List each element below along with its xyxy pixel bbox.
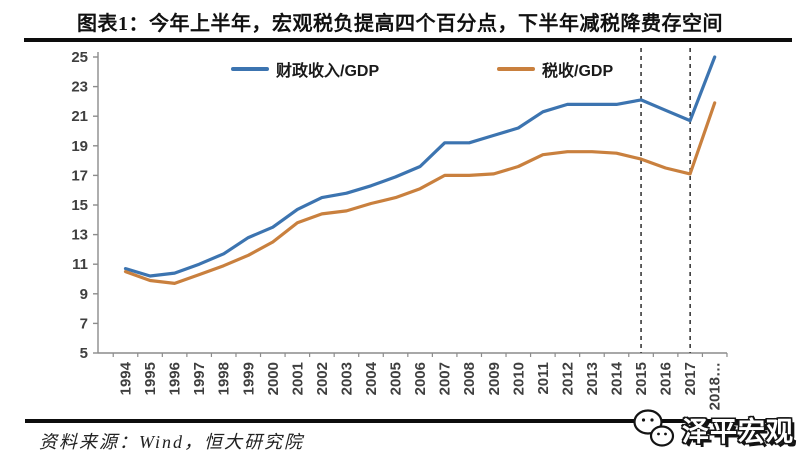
x-tick-label: 1998 xyxy=(216,362,233,395)
x-tick-label: 2018… xyxy=(707,362,724,410)
y-tick-label: 9 xyxy=(80,286,88,303)
x-axis-ticks: 1994 1995 1996 1997 1998 1999 2000 2001 2002 2003… xyxy=(112,353,728,410)
x-tick-label: 2004 xyxy=(363,361,380,395)
y-tick-label: 5 xyxy=(80,345,88,362)
x-tick-label: 2016 xyxy=(658,362,675,395)
x-tick-label: 2011 xyxy=(535,362,552,395)
chart-title: 图表1：今年上半年，宏观税负提高四个百分点，下半年减税降费存空间 xyxy=(77,13,723,35)
wechat-icon xyxy=(633,409,675,447)
y-tick-label: 15 xyxy=(71,197,88,214)
x-tick-label: 1999 xyxy=(240,362,257,395)
footer-rule xyxy=(25,419,792,423)
x-tick-label: 2013 xyxy=(584,362,601,395)
y-axis-ticks: 5 7 9 11 13 15 17 19 21 23 25 xyxy=(71,49,98,362)
series-line-fiscal-revenue-gdp xyxy=(123,55,717,278)
x-tick-label: 2000 xyxy=(265,362,282,395)
x-tick-label: 2008 xyxy=(461,362,478,395)
zeping-macro-logo: 泽平宏观 xyxy=(632,405,794,453)
x-tick-label: 2006 xyxy=(412,362,429,395)
x-tick-label: 2017 xyxy=(682,362,699,395)
x-tick-label: 1996 xyxy=(167,362,184,395)
dashed-reference-lines xyxy=(640,48,691,353)
x-tick-label: 1994 xyxy=(118,361,135,395)
title-underline-rule xyxy=(24,38,792,42)
y-tick-label: 17 xyxy=(71,167,88,184)
x-tick-label: 2002 xyxy=(314,362,331,395)
x-tick-label: 2009 xyxy=(486,362,503,395)
y-tick-label: 11 xyxy=(72,256,88,273)
y-tick-label: 13 xyxy=(71,227,88,244)
logo-text: 泽平宏观 xyxy=(682,416,794,447)
x-tick-label: 2007 xyxy=(437,362,454,395)
x-tick-label: 2010 xyxy=(510,362,527,395)
y-tick-label: 21 xyxy=(71,108,88,125)
x-tick-label: 1995 xyxy=(142,362,159,395)
y-tick-label: 19 xyxy=(71,138,88,155)
y-tick-label: 25 xyxy=(71,49,88,66)
x-tick-label: 2015 xyxy=(633,362,650,395)
source-note: 资料来源：Wind，恒大研究院 xyxy=(39,432,305,452)
y-tick-label: 7 xyxy=(80,315,88,332)
x-tick-label: 2005 xyxy=(388,362,405,395)
series-line-tax-revenue-gdp xyxy=(123,101,717,285)
x-tick-label: 2003 xyxy=(338,362,355,395)
axes xyxy=(97,52,727,354)
x-tick-label: 1997 xyxy=(191,362,208,395)
x-tick-label: 2014 xyxy=(609,361,626,395)
y-tick-label: 23 xyxy=(71,79,88,96)
x-tick-label: 2012 xyxy=(559,362,576,395)
x-tick-label: 2001 xyxy=(289,362,306,395)
